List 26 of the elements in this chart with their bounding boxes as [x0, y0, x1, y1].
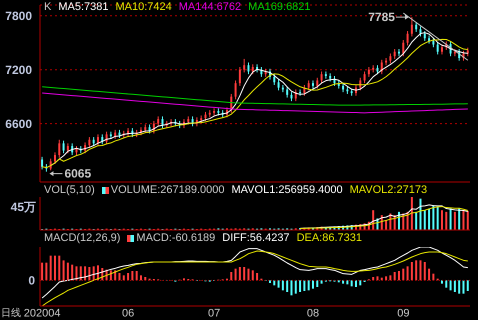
- legend-label: VOLUME:267189.0000: [110, 184, 224, 196]
- legend-title: MACD(12,26,9): [44, 232, 120, 244]
- series-label: DIFF:56.4237: [222, 232, 290, 244]
- legend-title: K: [44, 1, 52, 13]
- text: MA144:6762: [178, 1, 242, 13]
- legend-label: MACD:-60.6189: [135, 232, 216, 244]
- y-tick-label: 7800: [5, 9, 32, 24]
- x-tick-label: 202004: [24, 307, 61, 320]
- ref-line-label: 0: [28, 274, 36, 288]
- series-label: DEA:86.7331: [296, 232, 362, 244]
- series-label: MAVOL2:27173: [350, 184, 428, 196]
- text: MAVOL1:256959.4000: [232, 184, 343, 196]
- text: MA169:6821: [248, 1, 311, 13]
- x-axis-title: 日线: [1, 307, 21, 320]
- text: MA5:7381: [58, 1, 108, 13]
- text: MA10:7424: [116, 1, 172, 13]
- y-tick-label: 6600: [5, 116, 32, 131]
- y-tick-label: 7200: [5, 62, 32, 77]
- x-tick-label: 06: [122, 307, 134, 320]
- x-tick-label: 07: [208, 307, 220, 320]
- annotation: 6065: [64, 166, 92, 181]
- annotation: 7785: [368, 10, 396, 24]
- x-tick-label: 08: [306, 307, 320, 320]
- text: 45万: [10, 199, 36, 216]
- x-tick-label: 09: [397, 307, 410, 320]
- legend-title: VOL(5,10): [44, 184, 95, 196]
